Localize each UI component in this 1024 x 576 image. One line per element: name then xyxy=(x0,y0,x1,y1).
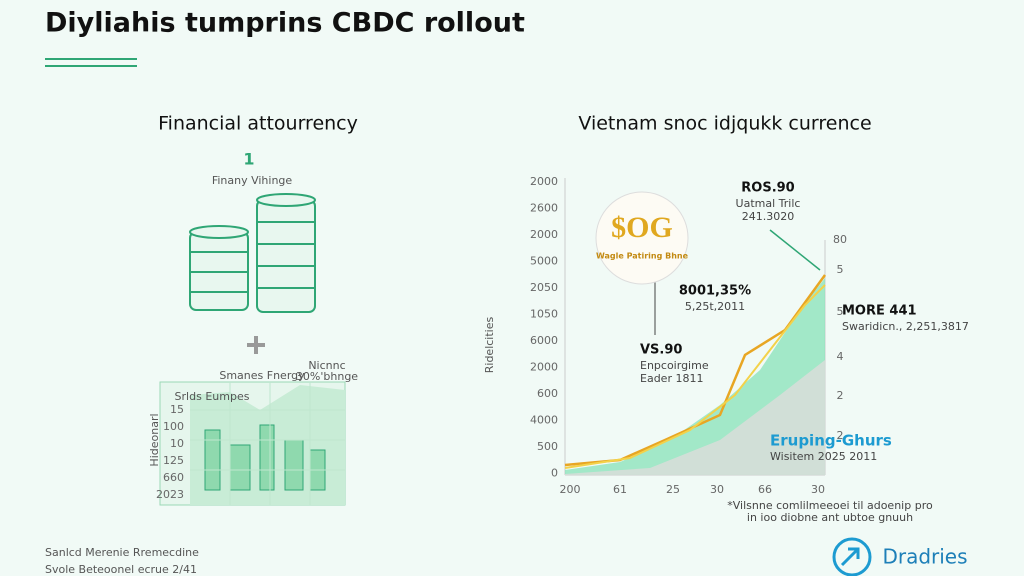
logo-arrow xyxy=(840,547,860,567)
coin-stacks xyxy=(189,193,316,313)
map-panel: Smanes Fnergy Nicnnc 30%'bhnge Srlds Eum… xyxy=(148,359,358,506)
map-label: Smanes Fnergy xyxy=(219,369,305,382)
annotation-line: Enpcoirgime xyxy=(640,359,709,372)
y2-tick-label: 4 xyxy=(837,350,844,363)
map-y-labels: 15 100 10 125 660 2023 xyxy=(156,403,184,501)
left-heading: Financial attourrency xyxy=(158,113,358,135)
annotation-line: Wisitem 2025 2011 xyxy=(770,450,877,463)
y-tick-label: 600 xyxy=(537,387,558,400)
y2-tick-label: 5 xyxy=(837,305,844,318)
y-tick-label: 6000 xyxy=(530,334,558,347)
y-tick-label: 5000 xyxy=(530,255,558,268)
badge-subtitle: Wagle Patiring Bhne xyxy=(596,252,689,261)
icon-label: 1 xyxy=(243,150,254,169)
y-tick-label: 4000 xyxy=(530,414,558,427)
y2-tick-label: 2 xyxy=(837,429,844,442)
x-tick-label: 30 xyxy=(710,483,724,496)
y-tick-label: 0 xyxy=(551,467,558,480)
coin-stack xyxy=(256,199,316,313)
right-heading: Vietnam snoc idjqukk currence xyxy=(578,113,871,135)
map-y-label: 100 xyxy=(163,420,184,433)
map-y-label: 15 xyxy=(170,403,184,416)
annotation-line: 5,25t,2011 xyxy=(685,300,745,313)
y-tick-label: 2000 xyxy=(530,228,558,241)
logo-icon xyxy=(832,537,872,576)
annotation-title: ROS.90 xyxy=(741,181,794,196)
map-buildings xyxy=(204,424,326,491)
x-labels: 200 61 25 30 66 30 xyxy=(560,483,826,496)
map-y-label: 660 xyxy=(163,471,184,484)
axis-title: Ridelcities xyxy=(483,316,496,373)
y-tick-label: 2000 xyxy=(530,175,558,188)
area-shape xyxy=(565,360,825,475)
annotation-line: Eader 1811 xyxy=(640,372,703,385)
footnote: *Vilsnne comlilmeeoei til adoenip pro xyxy=(727,499,933,512)
x-tick-label: 61 xyxy=(613,483,627,496)
map-label: Srlds Eumpes xyxy=(175,390,250,403)
annotation-line: 241.3020 xyxy=(742,210,795,223)
y2-tick-label: 2 xyxy=(837,389,844,402)
map-y-label: 2023 xyxy=(156,488,184,501)
annotation-line: Swaridicn., 2,251,3817 xyxy=(842,320,969,333)
map-label: 30%'bhnge xyxy=(296,370,358,383)
coin-top xyxy=(189,225,249,239)
map-y-label: 10 xyxy=(170,437,184,450)
annotation-title: Eruping-Ghurs xyxy=(770,432,892,450)
badge xyxy=(595,191,689,285)
map-axis-title: Hideonarl xyxy=(148,413,161,466)
y2-tick-label: 5 xyxy=(837,263,844,276)
x-tick-label: 200 xyxy=(560,483,581,496)
y2-labels: 80 5 5 4 2 2 xyxy=(833,233,847,442)
trend-line xyxy=(564,284,826,469)
y-tick-label: 2050 xyxy=(530,281,558,294)
map-grid xyxy=(190,382,345,505)
badge-title: $OG xyxy=(611,211,673,244)
y-tick-label: 500 xyxy=(537,440,558,453)
annotation-title: MORE 441 xyxy=(842,304,917,319)
annotation-line: Uatmal Trilc xyxy=(736,197,801,210)
logo-text: Dradries xyxy=(882,545,967,569)
pointer xyxy=(769,229,821,271)
x-tick-label: 25 xyxy=(666,483,680,496)
x-tick-label: 66 xyxy=(758,483,772,496)
coin-top xyxy=(256,193,316,207)
plus-icon xyxy=(247,336,265,354)
map-label: Nicnnc xyxy=(308,359,345,372)
y-labels: 2000260020005000205010506000200060040005… xyxy=(530,175,558,480)
map-y-label: 125 xyxy=(163,454,184,467)
y-tick-label: 2600 xyxy=(530,202,558,215)
footnote: in ioo diobne ant ubtoe gnuuh xyxy=(747,511,913,524)
x-tick-label: 30 xyxy=(811,483,825,496)
footer-line: Svole Beteoonel ecrue 2/41 xyxy=(45,563,197,576)
annotation-title: VS.90 xyxy=(640,343,682,358)
y2-tick-label: 80 xyxy=(833,233,847,246)
y-tick-label: 1050 xyxy=(530,308,558,321)
caption: Finany Vihinge xyxy=(212,174,293,187)
page-title: Diyliahis tumprins CBDC rollout xyxy=(45,8,525,39)
y-tick-label: 2000 xyxy=(530,361,558,374)
annotation-title: 8001,35% xyxy=(679,284,751,299)
footer-line: Sanlcd Merenie Rremecdine xyxy=(45,546,199,559)
